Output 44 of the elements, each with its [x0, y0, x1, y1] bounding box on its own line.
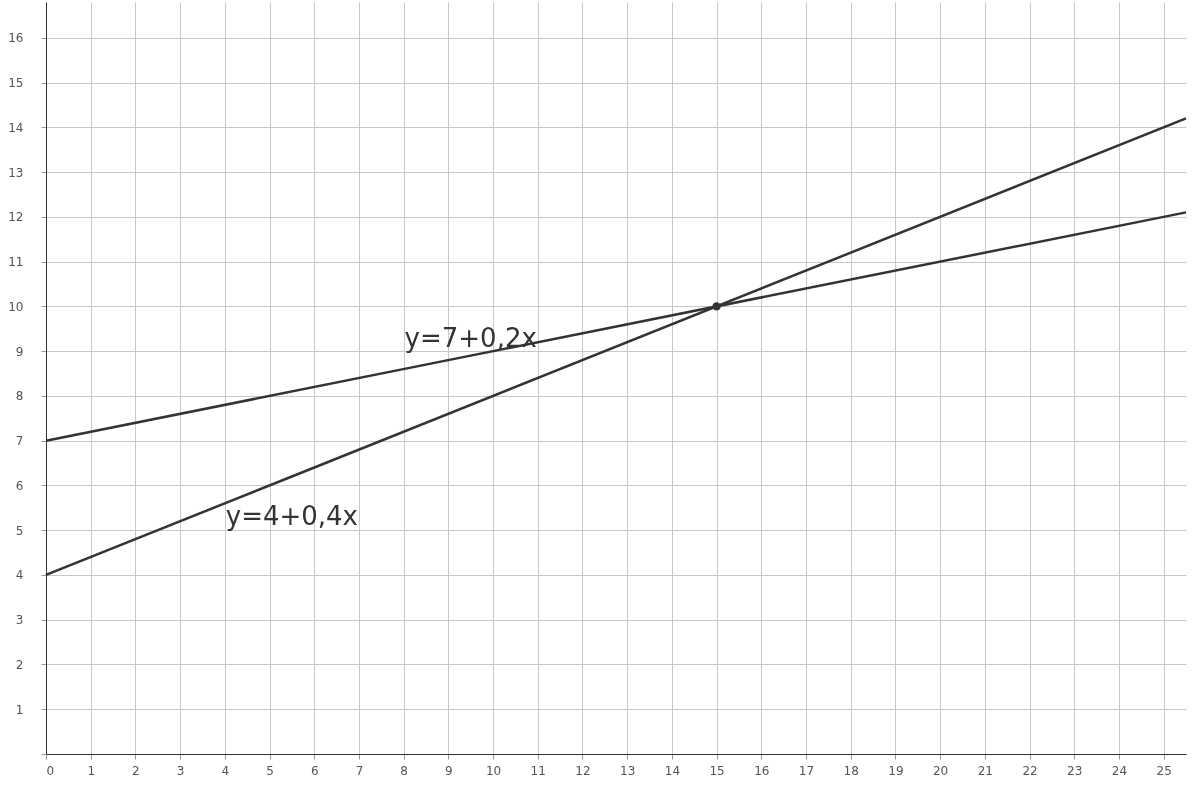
y-tick-label: 4: [15, 568, 24, 583]
x-tick-label: 14: [664, 763, 681, 778]
x-tick-label: 1: [87, 763, 96, 778]
x-tick-label: 10: [485, 763, 502, 778]
series-label: y=7+0,2x: [404, 322, 537, 353]
y-tick-label: 3: [15, 613, 24, 628]
y-tick-label: 12: [8, 210, 24, 225]
series-label: y=4+0,4x: [225, 501, 358, 532]
y-tick-label: 6: [15, 478, 24, 493]
x-tick-label: 6: [310, 763, 319, 778]
x-tick-label: 15: [709, 763, 725, 778]
x-tick-label: 0: [46, 763, 55, 778]
y-tick-label: 1: [15, 702, 24, 717]
x-tick-label: 11: [530, 763, 546, 778]
y-tick-label: 14: [8, 120, 24, 135]
y-tick-label: 16: [8, 31, 24, 46]
x-tick-label: 13: [620, 763, 636, 778]
x-tick-label: 19: [888, 763, 904, 778]
x-tick-label: 23: [1067, 763, 1083, 778]
x-tick-label: 4: [221, 763, 230, 778]
x-tick-label: 21: [977, 763, 993, 778]
x-tick-label: 8: [400, 763, 408, 778]
x-tick-label: 5: [266, 763, 274, 778]
x-tick-label: 22: [1022, 763, 1038, 778]
y-tick-label: 10: [8, 299, 24, 314]
y-tick-label: 11: [8, 255, 24, 270]
y-tick-label: 5: [15, 523, 24, 538]
x-tick-label: 7: [355, 763, 364, 778]
x-tick-label: 3: [176, 763, 185, 778]
x-tick-label: 25: [1156, 763, 1172, 778]
y-tick-label: 8: [15, 389, 24, 404]
x-tick-label: 16: [754, 763, 770, 778]
x-tick-label: 24: [1111, 763, 1128, 778]
y-tick-label: 2: [15, 657, 24, 672]
x-tick-label: 18: [843, 763, 859, 778]
y-tick-label: 9: [15, 344, 24, 359]
x-tick-label: 2: [132, 763, 140, 778]
x-tick-label: 12: [575, 763, 591, 778]
y-tick-label: 13: [8, 165, 24, 180]
y-tick-label: 15: [8, 76, 24, 91]
x-tick-label: 17: [798, 763, 815, 778]
x-tick-label: 20: [932, 763, 949, 778]
y-tick-label: 7: [15, 434, 24, 449]
x-tick-label: 9: [445, 763, 453, 778]
